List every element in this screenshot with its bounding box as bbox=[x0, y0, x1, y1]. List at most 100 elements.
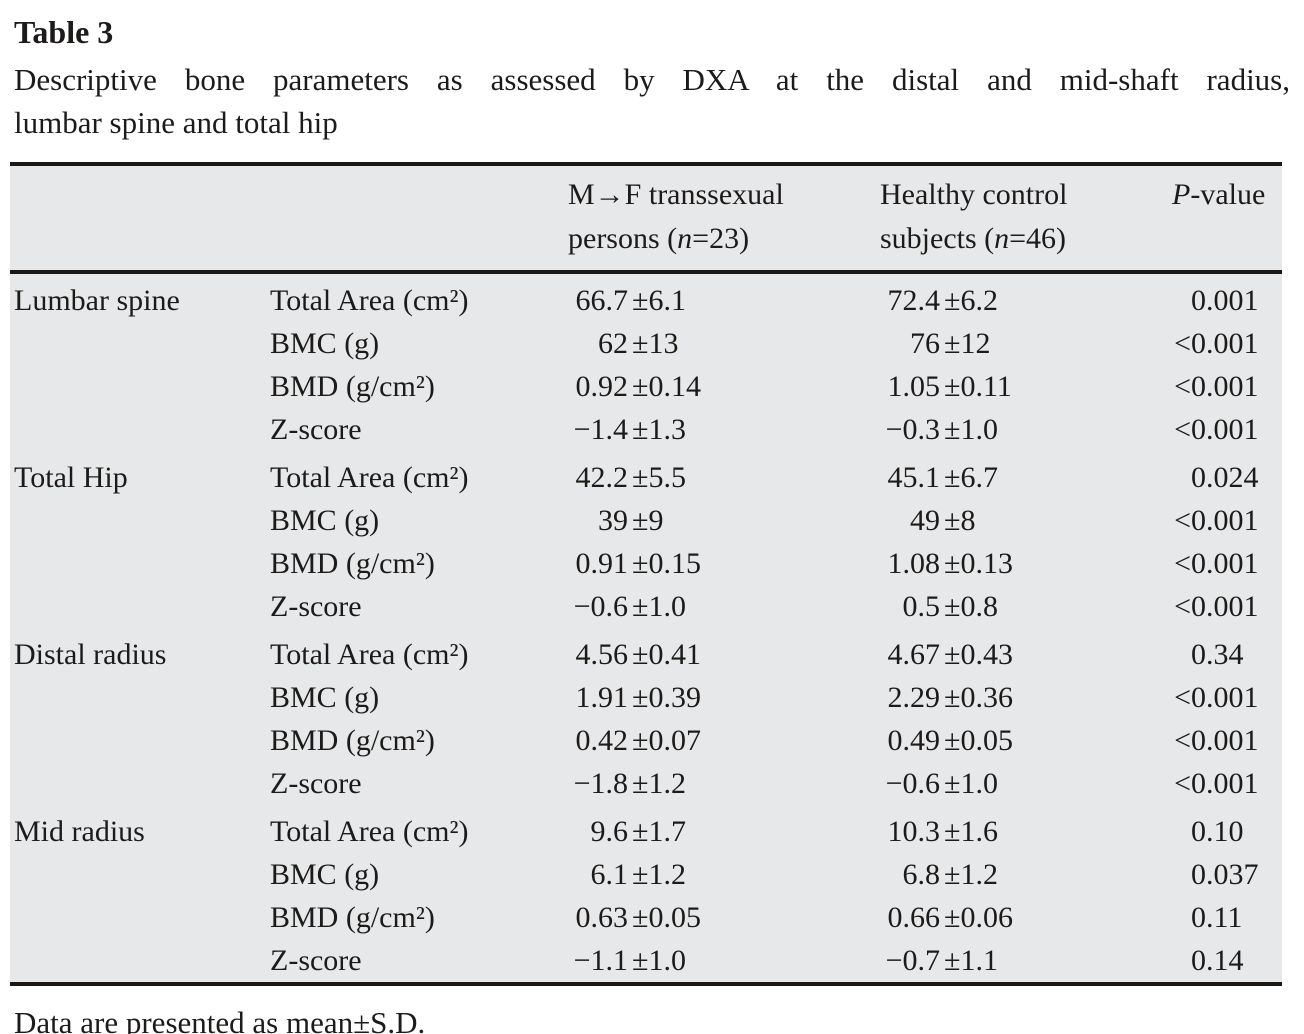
p-value-cell: <0.001 bbox=[1174, 723, 1259, 757]
table-row: BMC (g) 1.91 ±0.39 2.29 ±0.36 <0.001 bbox=[10, 676, 1282, 719]
site-cell bbox=[10, 322, 266, 365]
mf-value-cell: 0.42 ±0.07 bbox=[575, 723, 701, 757]
control-value-cell: 1.05 ±0.11 bbox=[887, 369, 1012, 403]
table-caption: Descriptive bone parameters as assessed … bbox=[14, 58, 1290, 144]
p-value-cell: 0.037 bbox=[1191, 857, 1259, 891]
header-control-group-col: Healthy control subjects (n=46) bbox=[876, 164, 1168, 274]
site-cell bbox=[10, 719, 266, 762]
site-cell bbox=[10, 762, 266, 805]
mf-value-cell: 0.91 ±0.15 bbox=[575, 546, 701, 580]
parameter-cell: Total Area (cm²) bbox=[270, 814, 469, 848]
mf-value-cell: 0.63 ±0.05 bbox=[575, 900, 701, 934]
header-mf-group-col: M→F transsexual persons (n=23) bbox=[564, 164, 876, 274]
table-row: BMC (g) 6.1 ±1.2 6.8 ±1.2 0.037 bbox=[10, 853, 1282, 896]
site-cell bbox=[10, 939, 266, 984]
control-value-cell: 0.49 ±0.05 bbox=[887, 723, 1013, 757]
control-value-cell: −0.7 ±1.1 bbox=[885, 943, 998, 977]
control-value-cell: 6.8 ±1.2 bbox=[902, 857, 998, 891]
mf-value-cell: 0.92 ±0.14 bbox=[575, 369, 701, 403]
parameter-cell: Z-score bbox=[270, 412, 362, 446]
table-row: Mid radius Total Area (cm²) 9.6 ±1.7 10.3… bbox=[10, 805, 1282, 853]
header-row: M→F transsexual persons (n=23) Healthy co… bbox=[10, 164, 1282, 274]
p-value-cell: 0.10 bbox=[1191, 814, 1244, 848]
control-value-cell: 72.4 ±6.2 bbox=[887, 283, 998, 317]
parameter-cell: BMD (g/cm²) bbox=[270, 369, 435, 403]
table-row: BMD (g/cm²) 0.63 ±0.05 0.66 ±0.06 0.11 bbox=[10, 896, 1282, 939]
site-cell bbox=[10, 365, 266, 408]
control-value-cell: 4.67 ±0.43 bbox=[887, 637, 1013, 671]
site-cell bbox=[10, 853, 266, 896]
control-value-cell: 10.3 ±1.6 bbox=[887, 814, 998, 848]
parameter-cell: Z-score bbox=[270, 766, 362, 800]
table-row: Z-score −1.8 ±1.2 −0.6 ±1.0 <0.001 bbox=[10, 762, 1282, 805]
site-cell bbox=[10, 542, 266, 585]
table-row: BMC (g) 39 ±9 49 ±8 <0.001 bbox=[10, 499, 1282, 542]
mf-value-cell: 42.2 ±5.5 bbox=[575, 460, 686, 494]
mf-value-cell: 39 ±9 bbox=[598, 503, 664, 537]
table-row: BMD (g/cm²) 0.92 ±0.14 1.05 ±0.11 <0.001 bbox=[10, 365, 1282, 408]
mf-value-cell: 66.7 ±6.1 bbox=[575, 283, 686, 317]
p-value-cell: <0.001 bbox=[1174, 546, 1259, 580]
table-footnote: Data are presented as mean±S.D. bbox=[14, 1005, 426, 1034]
p-value-cell: 0.024 bbox=[1191, 460, 1259, 494]
table-caption-line-1: Descriptive bone parameters as assessed … bbox=[14, 62, 1290, 97]
table-label: Table 3 bbox=[14, 14, 114, 50]
control-value-cell: 2.29 ±0.36 bbox=[887, 680, 1013, 714]
site-cell: Lumbar spine bbox=[14, 283, 180, 317]
control-value-cell: −0.3 ±1.0 bbox=[885, 412, 998, 446]
site-cell: Distal radius bbox=[14, 637, 167, 671]
parameter-cell: Total Area (cm²) bbox=[270, 637, 469, 671]
parameter-cell: BMC (g) bbox=[270, 680, 380, 714]
p-value-cell: <0.001 bbox=[1174, 412, 1259, 446]
p-value-cell: 0.34 bbox=[1191, 637, 1244, 671]
p-value-cell: <0.001 bbox=[1174, 766, 1259, 800]
parameter-cell: BMD (g/cm²) bbox=[270, 900, 435, 934]
parameter-cell: Total Area (cm²) bbox=[270, 460, 469, 494]
table-row: Z-score −1.4 ±1.3 −0.3 ±1.0 <0.001 bbox=[10, 408, 1282, 451]
p-value-cell: <0.001 bbox=[1174, 503, 1259, 537]
mf-value-cell: 4.56 ±0.41 bbox=[575, 637, 701, 671]
header-pvalue-col: P-value bbox=[1168, 164, 1282, 274]
table-row: BMD (g/cm²) 0.91 ±0.15 1.08 ±0.13 <0.001 bbox=[10, 542, 1282, 585]
site-cell bbox=[10, 408, 266, 451]
p-value-cell: <0.001 bbox=[1174, 326, 1259, 360]
parameter-cell: Z-score bbox=[270, 943, 362, 977]
parameter-cell: Z-score bbox=[270, 589, 362, 623]
table-row: Distal radius Total Area (cm²) 4.56 ±0.41… bbox=[10, 628, 1282, 676]
control-value-cell: 1.08 ±0.13 bbox=[887, 546, 1013, 580]
mf-value-cell: 9.6 ±1.7 bbox=[590, 814, 686, 848]
p-value-cell: 0.14 bbox=[1191, 943, 1244, 977]
p-value-cell: 0.001 bbox=[1191, 283, 1259, 317]
control-value-cell: 49 ±8 bbox=[910, 503, 976, 537]
mf-value-cell: −1.1 ±1.0 bbox=[573, 943, 686, 977]
control-value-cell: 0.66 ±0.06 bbox=[887, 900, 1013, 934]
table-caption-line-2: lumbar spine and total hip bbox=[14, 105, 338, 140]
table-row: Total Hip Total Area (cm²) 42.2 ±5.5 45.1… bbox=[10, 451, 1282, 499]
control-value-cell: −0.6 ±1.0 bbox=[885, 766, 998, 800]
mf-value-cell: 1.91 ±0.39 bbox=[575, 680, 701, 714]
control-value-cell: 0.5 ±0.8 bbox=[902, 589, 998, 623]
site-cell: Mid radius bbox=[14, 814, 145, 848]
table-row: Z-score −0.6 ±1.0 0.5 ±0.8 <0.001 bbox=[10, 585, 1282, 628]
parameter-cell: BMC (g) bbox=[270, 326, 380, 360]
site-cell bbox=[10, 676, 266, 719]
control-value-cell: 76 ±12 bbox=[910, 326, 991, 360]
parameter-cell: BMC (g) bbox=[270, 857, 380, 891]
header-parameter-col bbox=[266, 164, 564, 274]
table-row: BMD (g/cm²) 0.42 ±0.07 0.49 ±0.05 <0.001 bbox=[10, 719, 1282, 762]
p-value-cell: <0.001 bbox=[1174, 369, 1259, 403]
site-cell bbox=[10, 499, 266, 542]
mf-value-cell: −0.6 ±1.0 bbox=[573, 589, 686, 623]
header-site-col bbox=[10, 164, 266, 274]
p-value-cell: <0.001 bbox=[1174, 680, 1259, 714]
p-value-cell: 0.11 bbox=[1191, 900, 1243, 934]
control-value-cell: 45.1 ±6.7 bbox=[887, 460, 998, 494]
parameter-cell: Total Area (cm²) bbox=[270, 283, 469, 317]
table-row: Lumbar spine Total Area (cm²) 66.7 ±6.1 7… bbox=[10, 272, 1282, 322]
site-cell: Total Hip bbox=[14, 460, 128, 494]
parameter-cell: BMC (g) bbox=[270, 503, 380, 537]
bone-parameters-table: M→F transsexual persons (n=23) Healthy co… bbox=[10, 162, 1282, 986]
mf-value-cell: 6.1 ±1.2 bbox=[590, 857, 686, 891]
parameter-cell: BMD (g/cm²) bbox=[270, 546, 435, 580]
